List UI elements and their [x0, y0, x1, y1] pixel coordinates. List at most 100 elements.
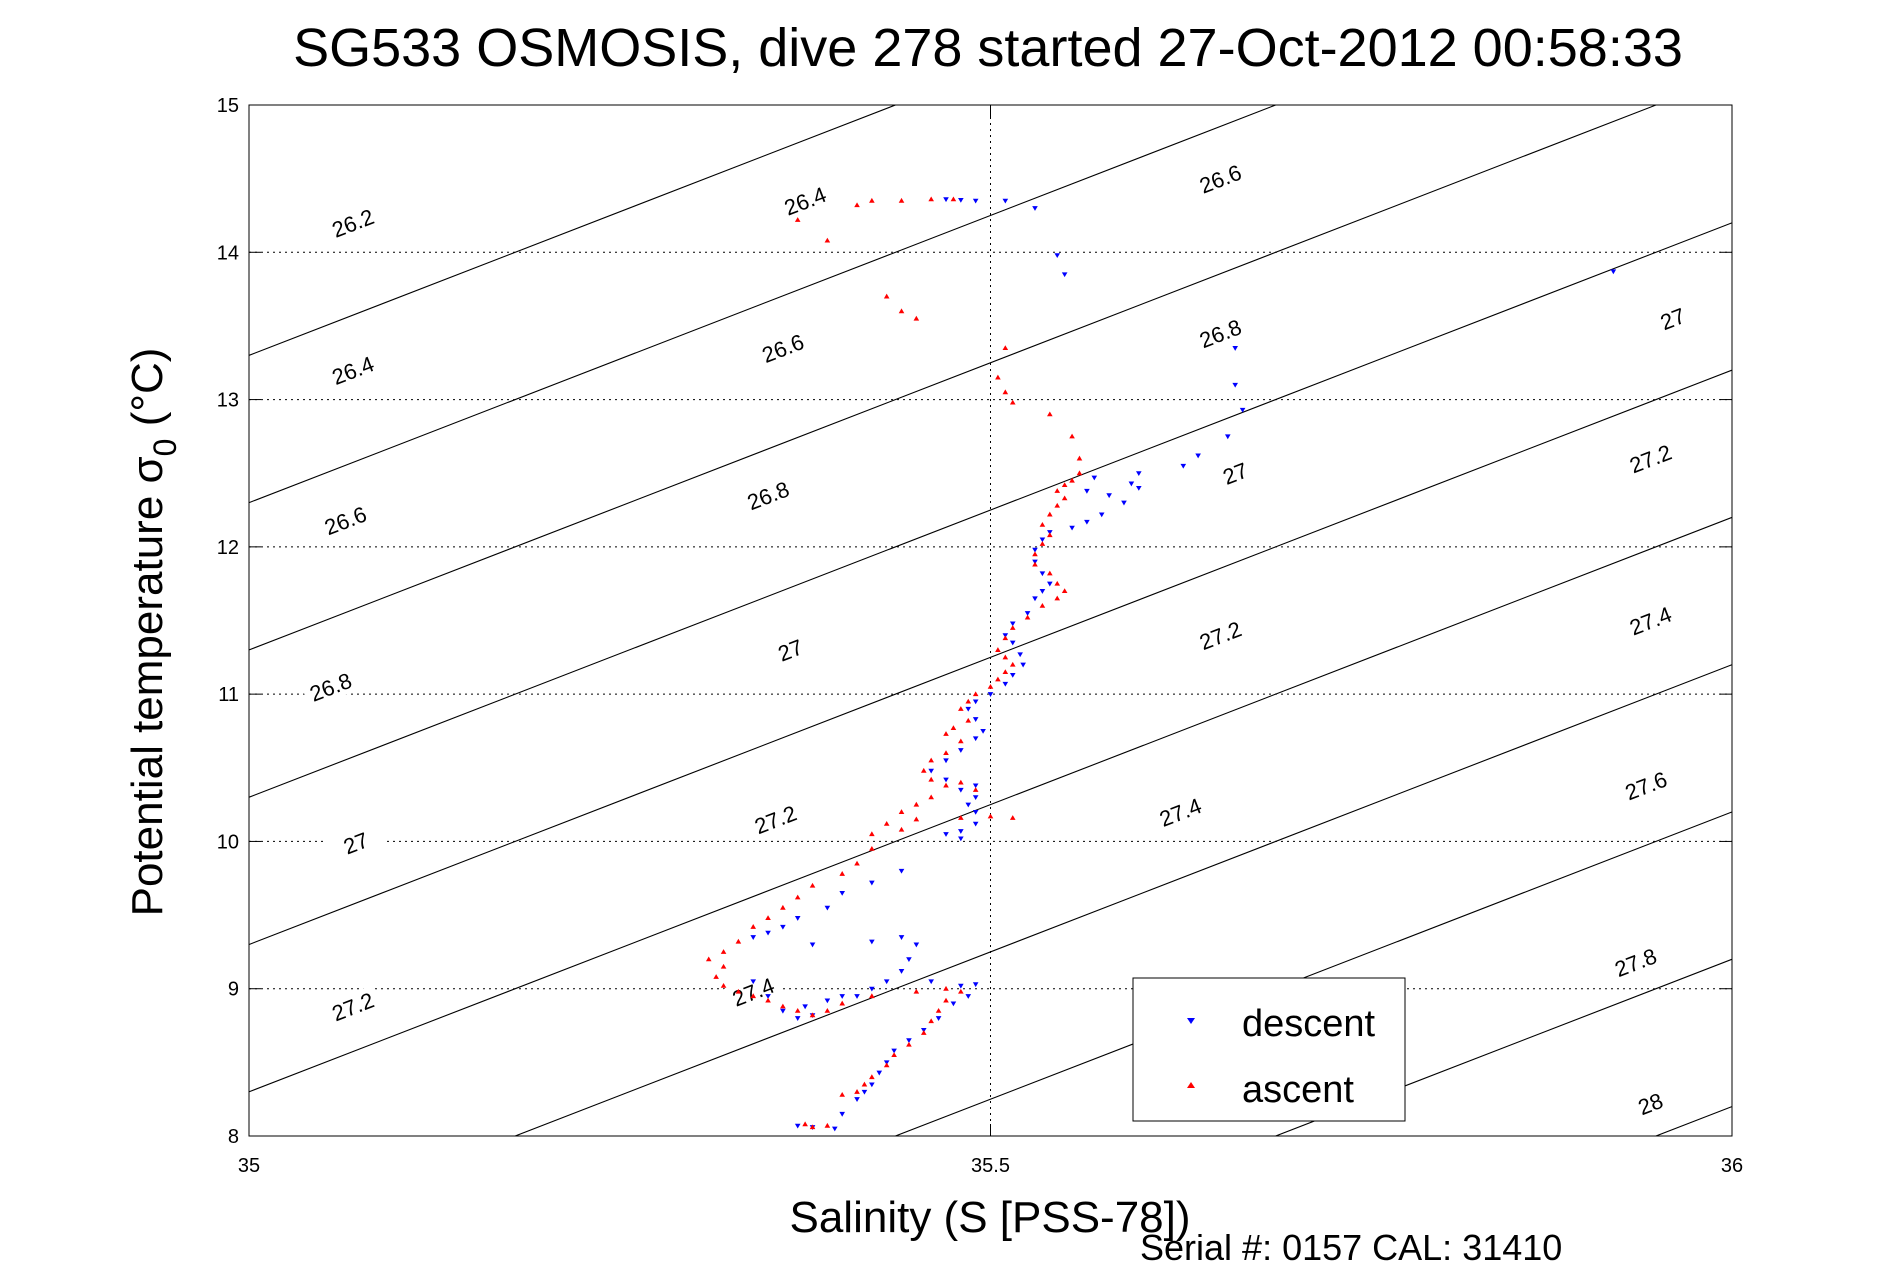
ascent-point [1076, 455, 1083, 461]
descent-point [972, 717, 979, 722]
ascent-point [1061, 588, 1068, 594]
ascent-point [943, 750, 949, 756]
descent-point [958, 197, 964, 203]
descent-point [869, 939, 875, 945]
ascent-point [1069, 433, 1075, 439]
y-tick-label: 11 [218, 684, 239, 706]
descent-point [943, 777, 949, 783]
ascent-point [713, 974, 719, 979]
y-tick-label: 14 [217, 242, 239, 264]
descent-point [824, 905, 831, 911]
y-tick-label: 8 [228, 1126, 239, 1148]
descent-point [1061, 272, 1068, 278]
descent-point [1098, 512, 1105, 518]
ascent-point [1002, 635, 1009, 641]
ascent-point [720, 982, 727, 988]
ascent-point [943, 731, 949, 736]
contour-label-background [1150, 790, 1211, 834]
descent-point [972, 795, 979, 801]
descent-point [794, 1016, 801, 1021]
descent-point [1039, 537, 1046, 543]
descent-point [958, 983, 964, 989]
ascent-point [920, 767, 927, 773]
ascent-point [1054, 502, 1061, 508]
y-axis-label-subscript: 0 [147, 439, 183, 457]
descent-point [898, 935, 905, 940]
ascent-point [920, 1030, 927, 1035]
contour-label-background [753, 326, 813, 370]
descent-point [972, 699, 979, 705]
ascent-point [943, 997, 949, 1003]
ascent-point [869, 831, 875, 837]
ascent-point [765, 997, 771, 1003]
ascent-point [883, 1062, 890, 1068]
ascent-point [1009, 661, 1016, 667]
ascent-point [1076, 470, 1083, 476]
ascent-point [995, 647, 1001, 652]
ascent-point [765, 915, 771, 921]
ascent-point [839, 1000, 845, 1006]
contour-label-group: 27.4 [1620, 598, 1681, 643]
descent-point [1224, 434, 1231, 440]
ascent-point [950, 725, 957, 731]
ascent-point [913, 315, 920, 321]
ascent-point [802, 1121, 808, 1127]
descent-point [987, 692, 994, 697]
descent-point [958, 836, 964, 842]
contour-label-background [1616, 763, 1676, 808]
ascent-point [883, 820, 890, 826]
contour-label-background [1205, 451, 1266, 496]
y-tick-label: 15 [217, 95, 239, 117]
ascent-point [891, 1052, 897, 1057]
chart-title: SG533 OSMOSIS, dive 278 started 27-Oct-2… [293, 18, 1683, 78]
ascent-point [1047, 511, 1053, 517]
x-tick-label: 36 [1721, 1155, 1743, 1177]
descent-point [1009, 672, 1016, 678]
descent-point [824, 998, 831, 1004]
contour-label-background [775, 178, 835, 223]
ascent-point [995, 374, 1001, 380]
ascent-point [839, 871, 845, 876]
ascent-point [958, 779, 964, 785]
descent-point [869, 1082, 875, 1088]
descent-point [972, 809, 979, 815]
descent-point [1121, 500, 1127, 506]
ascent-point [1039, 602, 1046, 608]
descent-point [1047, 581, 1053, 587]
x-axis-label: Salinity (S [PSS-78]) [789, 1193, 1190, 1242]
legend-descent-marker [1187, 1018, 1195, 1024]
descent-point [1039, 589, 1046, 594]
descent-point [1002, 198, 1009, 204]
descent-point [809, 942, 816, 948]
descent-point [958, 748, 964, 753]
contour-label-background [322, 348, 383, 392]
ascent-point [928, 1018, 934, 1024]
ascent-point [1002, 669, 1009, 675]
contour-label-background [1190, 613, 1251, 658]
descent-point [1069, 525, 1075, 531]
contour-label-background [315, 498, 376, 543]
ascent-point [1032, 561, 1038, 567]
ascent-point [720, 963, 727, 969]
descent-point [1084, 519, 1090, 525]
descent-point [972, 982, 979, 988]
descent-point [913, 942, 920, 948]
descent-point [1232, 382, 1238, 388]
ascent-point [1054, 595, 1061, 601]
descent-point [869, 880, 875, 886]
contour-label-background [738, 473, 798, 518]
ascent-point [1054, 488, 1061, 493]
descent-point [935, 1016, 942, 1021]
descent-point [1136, 485, 1142, 491]
ascent-point [958, 988, 964, 994]
descent-point [972, 736, 979, 742]
contour-label-background [1620, 598, 1681, 643]
descent-point [1232, 346, 1238, 351]
ascent-point [972, 787, 979, 792]
ascent-point [928, 794, 934, 800]
ascent-point [995, 676, 1001, 682]
ascent-point [883, 293, 890, 299]
descent-point [1032, 596, 1038, 602]
descent-point [854, 994, 860, 999]
ascent-point [972, 691, 979, 697]
